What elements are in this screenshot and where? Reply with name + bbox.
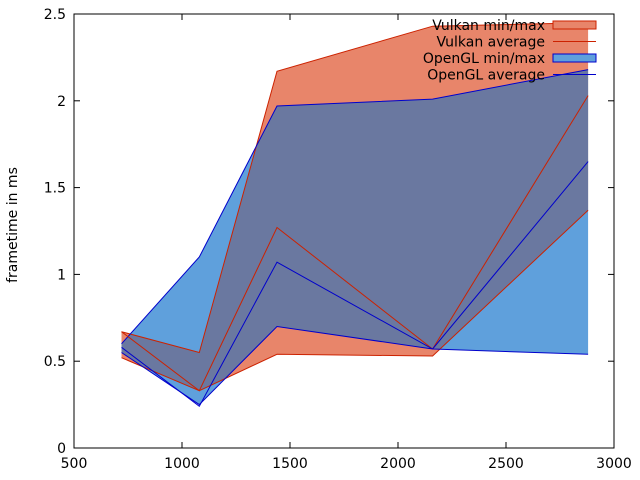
legend-vulkan-minmax-swatch <box>552 20 597 30</box>
legend-opengl-average-label: OpenGL average <box>427 68 545 84</box>
y-axis-label: frametime in ms <box>5 167 21 283</box>
plot-frame <box>73 13 615 449</box>
axes: 500 1000 1500 2000 2500 3000 0 0.5 1 1.5 2 2.5 <box>44 7 632 472</box>
x-tick-label: 3000 <box>596 456 632 472</box>
x-tick-label: 2500 <box>488 456 524 472</box>
y-tick-label: 1.5 <box>44 181 66 197</box>
y-tick-label: 2.5 <box>44 7 66 23</box>
plot-area <box>121 22 589 408</box>
opengl-max-line <box>121 69 589 345</box>
y-tick-label: 0 <box>57 441 66 457</box>
band-overlap <box>121 69 589 391</box>
x-tick-label: 500 <box>61 456 88 472</box>
x-tick-label: 1000 <box>164 456 200 472</box>
vulkan-min-line <box>121 209 589 392</box>
vulkan-max-line <box>121 22 589 354</box>
legend-opengl-minmax-label: OpenGL min/max <box>423 51 545 67</box>
x-tick-label: 2000 <box>380 456 416 472</box>
opengl-average-line <box>121 161 589 408</box>
y-tick-label: 2 <box>57 94 66 110</box>
legend-vulkan-average-label: Vulkan average <box>437 35 545 51</box>
y-tick-label: 0.5 <box>44 354 66 370</box>
vulkan-average-line <box>121 95 589 392</box>
x-tick-label: 1500 <box>272 456 308 472</box>
legend-vulkan-minmax-label: Vulkan min/max <box>432 18 545 34</box>
legend-opengl-minmax-swatch <box>552 53 597 63</box>
y-tick-label: 1 <box>57 267 66 283</box>
